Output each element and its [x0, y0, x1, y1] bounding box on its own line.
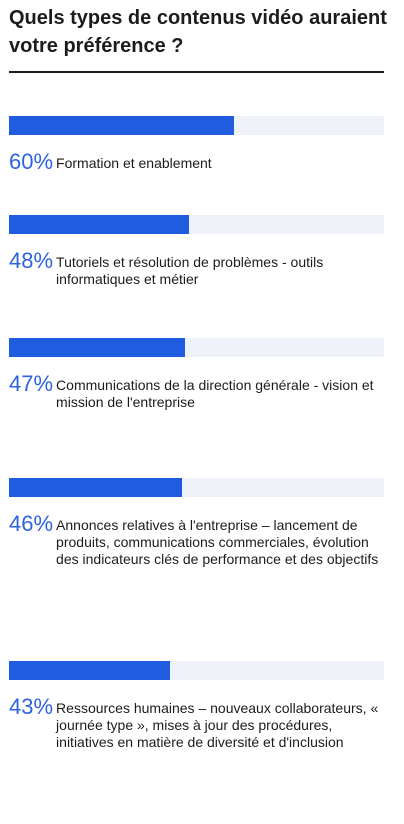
bar-track-3 — [9, 338, 384, 357]
bar-label-row-1: 60% Formation et enablement — [9, 149, 384, 175]
bar-track-2 — [9, 215, 384, 234]
bar-value-label-3: 47% — [9, 371, 54, 396]
bar-category-label-1: Formation et enablement — [56, 155, 212, 171]
bar-label-row-5: 43% Ressources humaines – nouveaux colla… — [9, 694, 384, 751]
bar-fill-3 — [9, 338, 186, 357]
bar-track-4 — [9, 478, 384, 497]
bar-fill-4 — [9, 478, 182, 497]
bar-fill-5 — [9, 661, 171, 680]
bar-value-label-5: 43% — [9, 694, 54, 719]
bar-category-label-4: Annonces relatives à l'entreprise – lanc… — [56, 517, 379, 567]
bar-label-row-2: 48% Tutoriels et résolution de problèmes… — [9, 248, 384, 288]
bar-category-label-2: Tutoriels et résolution de problèmes - o… — [56, 254, 324, 287]
bar-value-label-1: 60% — [9, 149, 54, 174]
bar-track-5 — [9, 661, 384, 680]
bar-track-1 — [9, 116, 384, 135]
chart-title: Quels types de contenus vidéo auraient v… — [9, 7, 387, 57]
bar-fill-1 — [9, 116, 234, 135]
bar-fill-2 — [9, 215, 189, 234]
bar-label-row-3: 47% Communications de la direction génér… — [9, 371, 384, 411]
bar-value-label-2: 48% — [9, 248, 54, 273]
bar-value-label-4: 46% — [9, 511, 54, 536]
bar-category-label-3: Communications de la direction générale … — [56, 377, 374, 410]
bar-category-label-5: Ressources humaines – nouveaux collabora… — [56, 700, 379, 750]
bar-label-row-4: 46% Annonces relatives à l'entreprise – … — [9, 511, 384, 568]
title-divider — [9, 71, 384, 73]
